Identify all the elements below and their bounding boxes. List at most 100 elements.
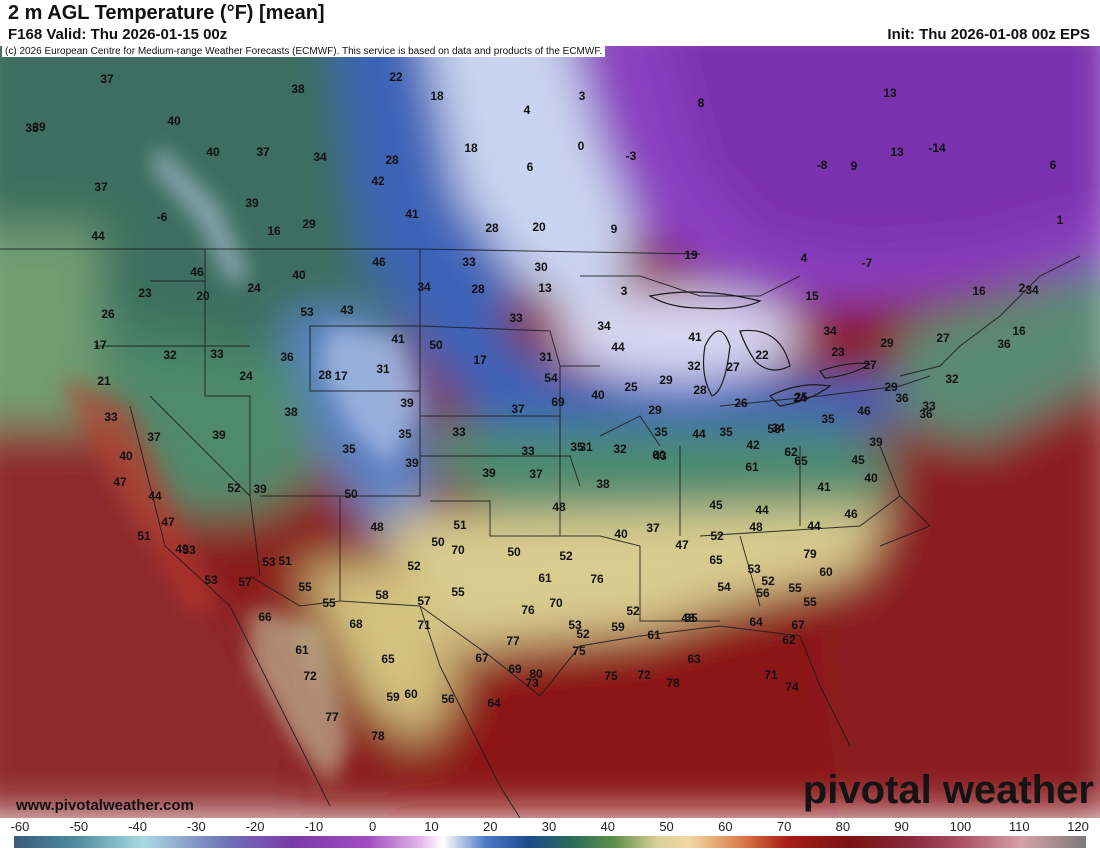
temperature-value: 52 xyxy=(559,549,573,563)
colorbar-label: 50 xyxy=(659,819,674,834)
temperature-value: 33 xyxy=(521,444,535,458)
temperature-value: -8 xyxy=(817,158,828,172)
temperature-value: 69 xyxy=(508,662,522,676)
temperature-value: 38 xyxy=(284,405,298,419)
temperature-value: 48 xyxy=(370,520,384,534)
temperature-value: 29 xyxy=(648,403,662,417)
colorbar-label: -40 xyxy=(128,819,147,834)
temperature-value: 60 xyxy=(652,448,666,462)
init-time: Init: Thu 2026-01-08 00z EPS xyxy=(887,26,1090,43)
temperature-value: 76 xyxy=(521,603,535,617)
temperature-value: 34 xyxy=(823,324,837,338)
temperature-value: 37 xyxy=(511,402,525,416)
temperature-value: 37 xyxy=(256,145,270,159)
temperature-value: 66 xyxy=(258,610,272,624)
temperature-value: 6 xyxy=(1050,158,1057,172)
temperature-value: 40 xyxy=(614,527,628,541)
temperature-value: 48 xyxy=(681,611,695,625)
temperature-value: 63 xyxy=(687,652,701,666)
temperature-value: 36 xyxy=(895,391,909,405)
temperature-value: 52 xyxy=(710,529,724,543)
temperature-value: 26 xyxy=(101,307,115,321)
temperature-value: 35 xyxy=(25,121,39,135)
temperature-value: 52 xyxy=(227,481,241,495)
temperature-value: 35 xyxy=(719,425,733,439)
temperature-value: 23 xyxy=(138,286,152,300)
temperature-value: 37 xyxy=(100,72,114,86)
colorbar-label: -50 xyxy=(69,819,89,834)
temperature-value: 32 xyxy=(687,359,701,373)
temperature-value: -3 xyxy=(626,149,637,163)
temperature-value: 67 xyxy=(791,618,805,632)
temperature-map: 37 38 22 18 3 8 13 40 39 40 37 34 4 0 -3 -8 13 -14 35 37 28 1… xyxy=(0,46,1100,818)
temperature-value: 20 xyxy=(196,289,210,303)
valid-time: F168 Valid: Thu 2026-01-15 00z xyxy=(8,26,228,43)
temperature-value: 34 xyxy=(417,280,431,294)
temperature-value: 46 xyxy=(372,255,386,269)
colorbar-label: 40 xyxy=(600,819,615,834)
temperature-value: 37 xyxy=(147,430,161,444)
temperature-value: -6 xyxy=(157,210,168,224)
ecmwf-credit: (c) 2026 European Centre for Medium-rang… xyxy=(2,46,606,57)
temperature-value: 47 xyxy=(113,475,127,489)
temperature-value: 41 xyxy=(405,207,419,221)
temperature-value: 40 xyxy=(206,145,220,159)
temperature-value: 39 xyxy=(869,435,883,449)
temperature-value: 34 xyxy=(1025,283,1039,297)
temperature-value: 38 xyxy=(291,82,305,96)
temperature-value: 43 xyxy=(653,449,667,463)
colorbar-label: 120 xyxy=(1067,819,1089,834)
temperature-value: 31 xyxy=(539,350,553,364)
temperature-value: 44 xyxy=(148,489,162,503)
temperature-value: 70 xyxy=(451,543,465,557)
temperature-value: 50 xyxy=(431,535,445,549)
brand-logo: pivotal weather xyxy=(802,768,1094,812)
temperature-value: 56 xyxy=(756,586,770,600)
colorbar-label: 90 xyxy=(894,819,909,834)
temperature-value: 45 xyxy=(709,498,723,512)
temperature-value: 49 xyxy=(175,542,189,556)
colorbar-label: 70 xyxy=(776,819,792,834)
temperature-value: 40 xyxy=(292,268,306,282)
temperature-value: 65 xyxy=(794,454,808,468)
temperature-value: 35 xyxy=(398,427,412,441)
map-title: 2 m AGL Temperature (°F) [mean] xyxy=(8,2,325,24)
temperature-value: 43 xyxy=(340,303,354,317)
temperature-value: 60 xyxy=(404,687,418,701)
temperature-value: 13 xyxy=(890,145,904,159)
temperature-value: 37 xyxy=(529,467,543,481)
temperature-value: 32 xyxy=(163,348,177,362)
temperature-value: 44 xyxy=(611,340,625,354)
temperature-value: 56 xyxy=(441,692,455,706)
temperature-value: 29 xyxy=(302,217,316,231)
temperature-value: 51 xyxy=(278,554,292,568)
temperature-value: 69 xyxy=(551,395,565,409)
temperature-value: 46 xyxy=(190,265,204,279)
temperature-value: 42 xyxy=(371,174,385,188)
temperature-value: 71 xyxy=(417,618,431,632)
temperature-value: 35 xyxy=(821,412,835,426)
temperature-value: 39 xyxy=(405,456,419,470)
temperature-value: 18 xyxy=(464,141,478,155)
temperature-value: 62 xyxy=(784,445,798,459)
temperature-value: 71 xyxy=(764,668,778,682)
temperature-value: 35 xyxy=(342,442,356,456)
website-label[interactable]: www.pivotalweather.com xyxy=(16,797,194,814)
temperature-value: 27 xyxy=(726,360,740,374)
colorbar-labels: -60 -50 -40 -30 -20 -10 0 10 20 30 40 50 60 70 80 90 100… xyxy=(0,818,1100,834)
temperature-value: 51 xyxy=(453,518,467,532)
temperature-value: 75 xyxy=(604,669,618,683)
temperature-value: 64 xyxy=(487,696,501,710)
terrain-detail xyxy=(60,146,420,786)
temperature-value: 39 xyxy=(212,428,226,442)
temperature-value: 24 xyxy=(793,391,807,405)
temperature-value: 17 xyxy=(473,353,487,367)
temperature-value: 40 xyxy=(167,114,181,128)
temperature-value: 52 xyxy=(626,604,640,618)
temperature-value: 80 xyxy=(529,667,543,681)
temperature-value: 33 xyxy=(922,399,936,413)
temperature-value: 36 xyxy=(997,337,1011,351)
temperature-value: 60 xyxy=(819,565,833,579)
temperature-value: 77 xyxy=(506,634,520,648)
